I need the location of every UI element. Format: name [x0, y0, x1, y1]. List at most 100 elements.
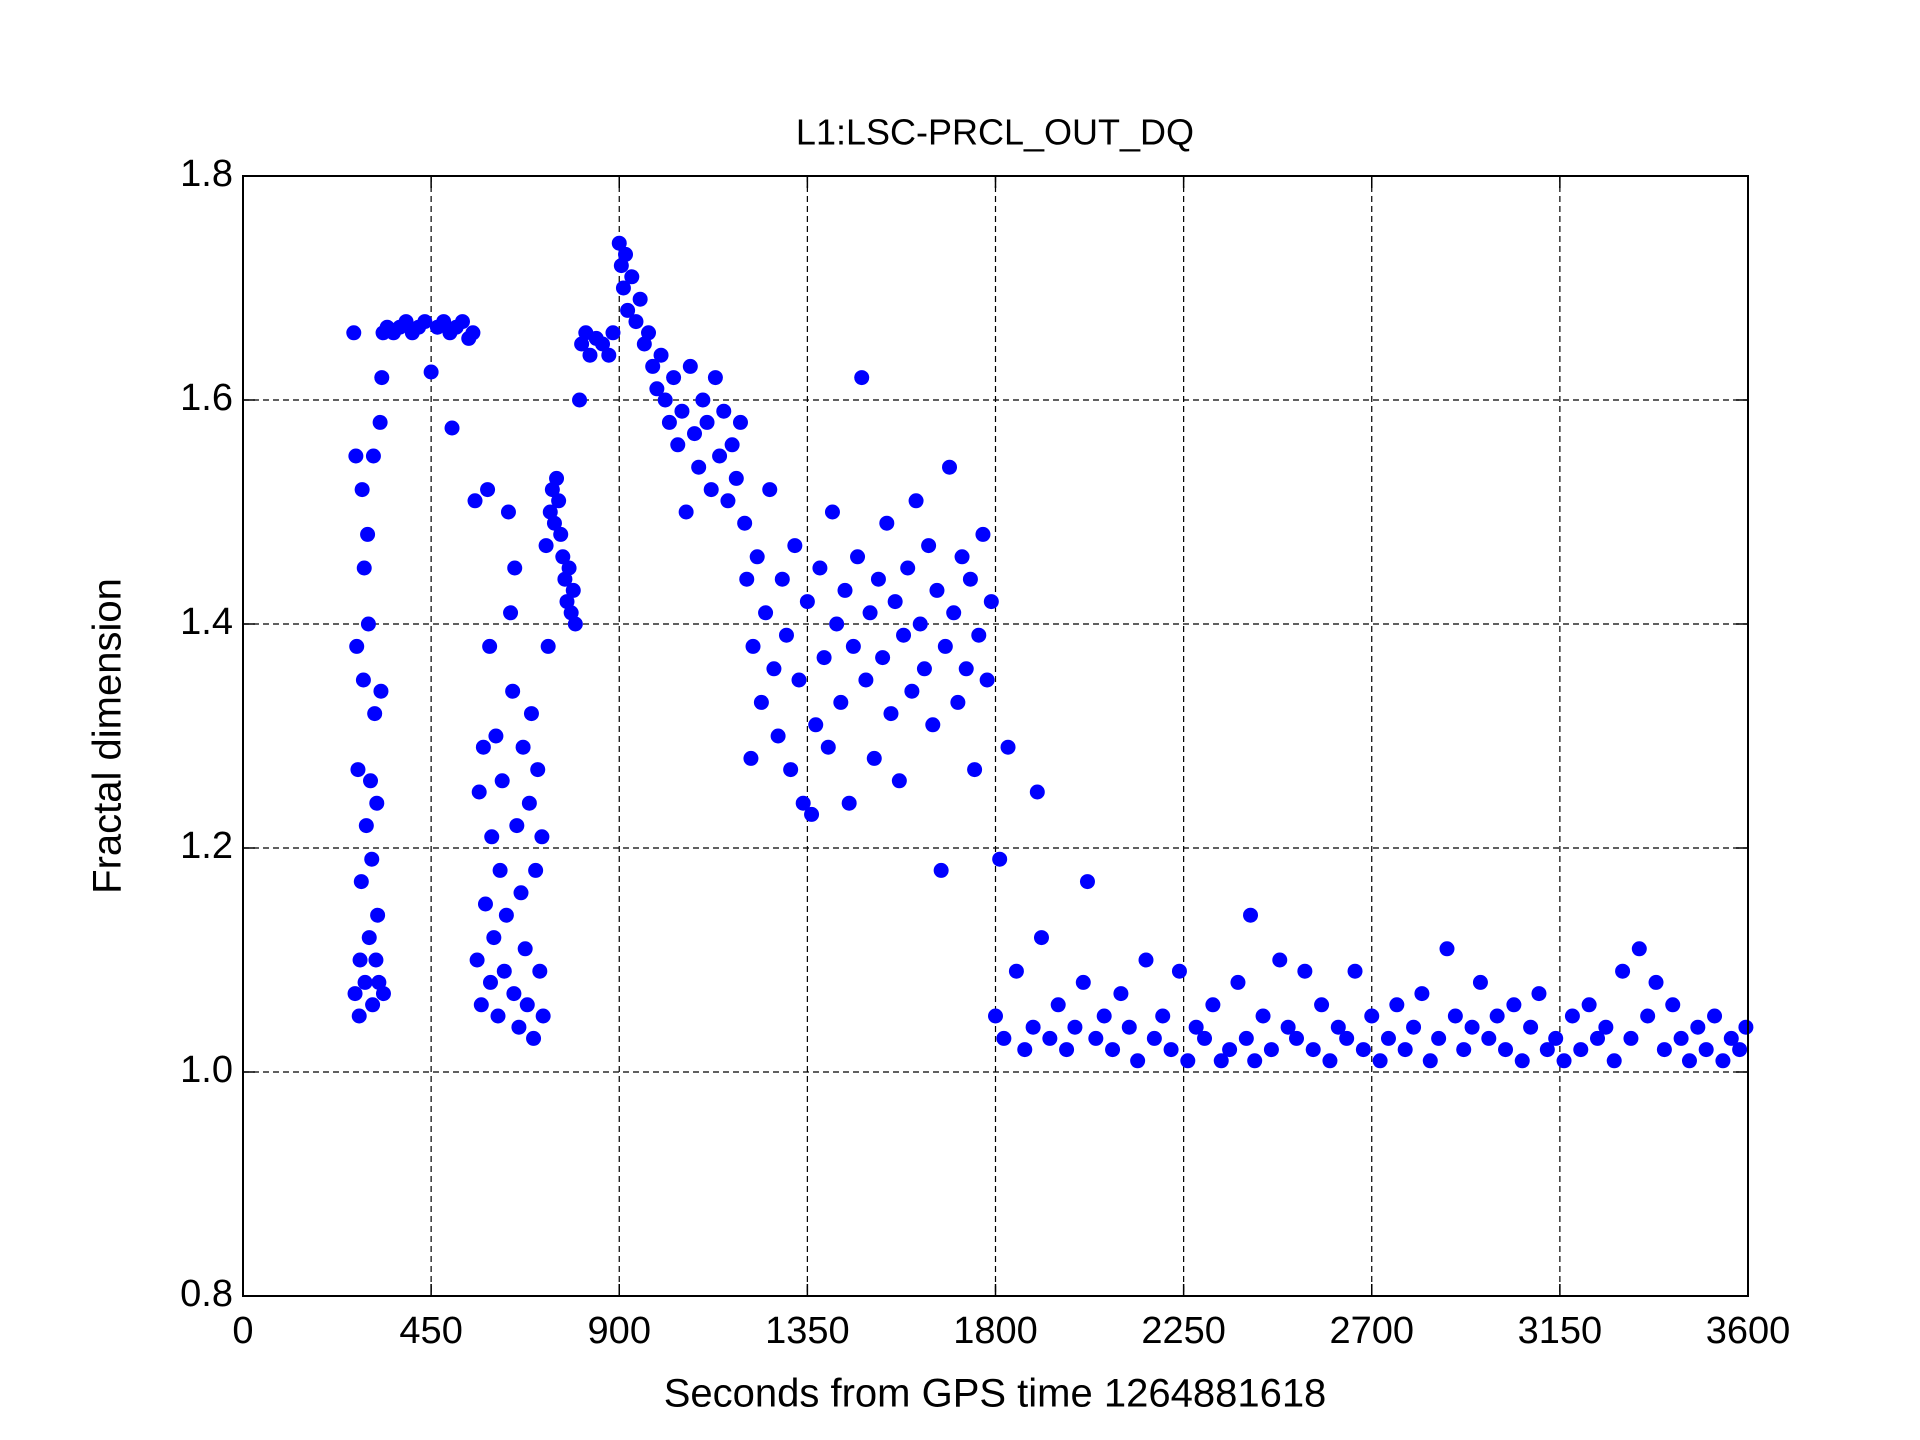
- data-point: [363, 773, 379, 789]
- y-tick-label: 1.8: [180, 153, 233, 195]
- data-point: [641, 325, 657, 341]
- data-point: [551, 493, 567, 509]
- data-point: [1665, 997, 1681, 1013]
- data-point: [1042, 1030, 1058, 1046]
- data-point: [766, 661, 782, 677]
- data-point: [490, 1008, 506, 1024]
- data-point: [364, 851, 380, 867]
- data-point: [532, 963, 548, 979]
- data-point: [1640, 1008, 1656, 1024]
- data-point: [929, 582, 945, 598]
- data-point: [799, 594, 815, 610]
- data-point: [1347, 963, 1363, 979]
- data-point: [549, 470, 565, 486]
- data-point: [486, 930, 502, 946]
- data-point: [921, 538, 937, 554]
- data-point: [937, 638, 953, 654]
- data-point: [352, 952, 368, 968]
- data-point: [465, 325, 481, 341]
- data-point: [1573, 1042, 1589, 1058]
- data-point: [1723, 1030, 1739, 1046]
- data-point: [787, 538, 803, 554]
- x-tick-label: 2700: [1329, 1310, 1414, 1352]
- data-point: [534, 829, 550, 845]
- data-point: [661, 414, 677, 430]
- data-point: [351, 1008, 367, 1024]
- data-point: [753, 694, 769, 710]
- data-point: [908, 493, 924, 509]
- data-point: [954, 549, 970, 565]
- data-point: [1598, 1019, 1614, 1035]
- data-point: [1213, 1053, 1229, 1069]
- data-point: [1029, 784, 1045, 800]
- data-point: [862, 605, 878, 621]
- data-point: [870, 571, 886, 587]
- data-point: [829, 616, 845, 632]
- data-point: [1389, 997, 1405, 1013]
- data-point: [687, 426, 702, 442]
- data-point: [505, 683, 521, 699]
- data-point: [678, 504, 694, 520]
- data-point: [1222, 1042, 1238, 1058]
- plot-frame: [242, 175, 1749, 1297]
- data-point: [355, 672, 371, 688]
- data-point: [1422, 1053, 1438, 1069]
- data-point: [1289, 1030, 1304, 1046]
- data-point: [983, 594, 999, 610]
- data-point: [724, 437, 740, 453]
- data-point: [699, 414, 715, 430]
- data-point: [555, 549, 571, 565]
- data-point: [795, 795, 811, 811]
- data-point: [1656, 1042, 1672, 1058]
- data-point: [1590, 1030, 1605, 1046]
- data-point: [398, 314, 414, 330]
- data-point: [1447, 1008, 1463, 1024]
- data-point: [896, 627, 912, 643]
- data-point: [858, 672, 874, 688]
- data-point: [1489, 1008, 1505, 1024]
- x-tick-label: 3150: [1518, 1310, 1603, 1352]
- data-point: [770, 728, 786, 744]
- data-point: [357, 974, 373, 990]
- data-point: [526, 1030, 542, 1046]
- data-point: [996, 1030, 1012, 1046]
- data-point: [1681, 1053, 1697, 1069]
- data-point: [582, 347, 598, 363]
- data-point: [720, 493, 736, 509]
- data-point: [444, 420, 460, 436]
- data-point: [1113, 986, 1129, 1002]
- data-point: [1456, 1042, 1472, 1058]
- data-point: [1464, 1019, 1480, 1035]
- data-point: [975, 526, 991, 542]
- data-point: [707, 370, 723, 386]
- data-point: [1364, 1008, 1380, 1024]
- data-point: [492, 862, 508, 878]
- data-point: [1263, 1042, 1279, 1058]
- data-point: [875, 650, 891, 666]
- data-point: [496, 963, 512, 979]
- data-point: [645, 358, 661, 374]
- data-point: [962, 571, 978, 587]
- data-point: [904, 683, 920, 699]
- x-tick-label: 1350: [765, 1310, 850, 1352]
- data-point: [1531, 986, 1547, 1002]
- data-point: [506, 986, 522, 1002]
- data-point: [632, 291, 648, 307]
- data-point: [778, 627, 794, 643]
- data-point: [1414, 986, 1430, 1002]
- data-point: [992, 851, 1008, 867]
- data-point: [1707, 1008, 1723, 1024]
- data-point: [601, 347, 617, 363]
- data-point: [615, 280, 631, 296]
- data-point: [521, 795, 537, 811]
- data-point: [417, 314, 433, 330]
- data-point: [1105, 1042, 1121, 1058]
- data-point: [988, 1008, 1003, 1024]
- data-point: [1690, 1019, 1706, 1035]
- data-point: [374, 370, 390, 386]
- data-point: [467, 493, 483, 509]
- data-point: [1631, 941, 1647, 957]
- data-point: [494, 773, 510, 789]
- data-point: [517, 941, 533, 957]
- data-point: [436, 314, 452, 330]
